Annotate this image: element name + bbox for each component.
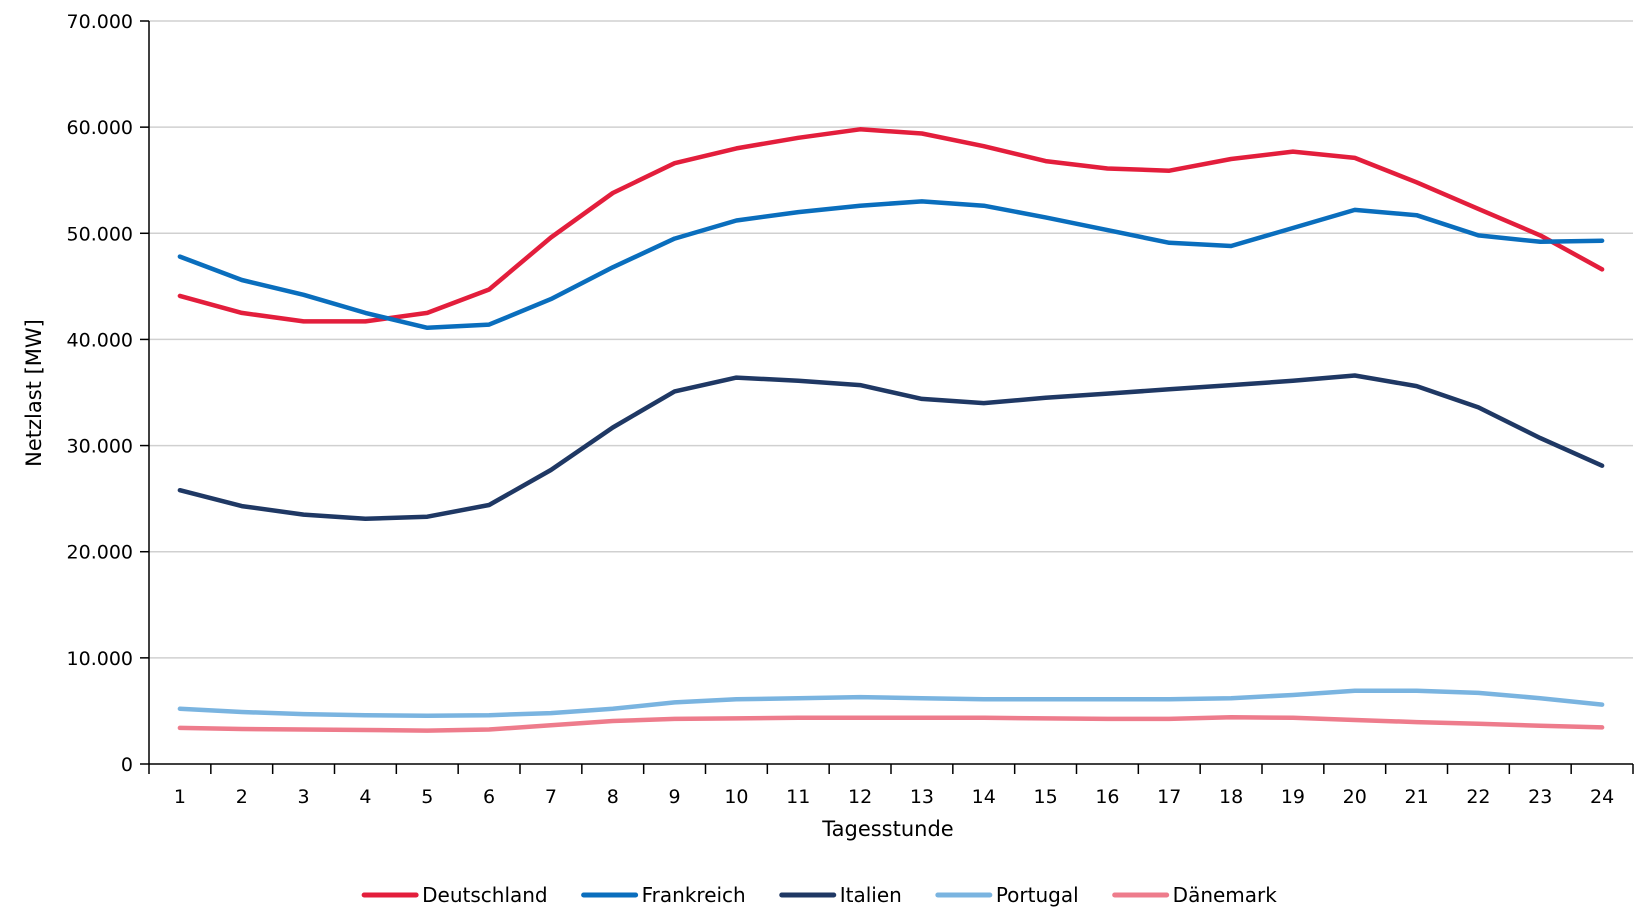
x-tick-label: 1 [174,786,186,808]
y-tick-label: 50.000 [67,223,133,245]
legend: Deutschland Frankreich Italien Portugal Däne… [361,883,1278,907]
y-tick-label: 20.000 [67,542,133,564]
x-tick-label: 16 [1095,786,1119,808]
axes [140,20,1634,774]
x-tick-label: 3 [298,786,310,808]
x-tick-label: 10 [724,786,748,808]
series-line-italien [177,373,1605,522]
series-line-dänemark [177,715,1605,733]
x-tick-label: 23 [1528,786,1552,808]
x-tick-label: 24 [1590,786,1614,808]
legend-label: Italien [840,883,902,907]
x-tick-label: 4 [359,786,371,808]
legend-label: Deutschland [422,883,548,907]
y-axis-title: Netzlast [MW] [22,319,46,467]
x-tick-label: 15 [1033,786,1057,808]
y-tick-label: 30.000 [67,436,133,458]
x-tick-label: 19 [1281,786,1305,808]
x-axis-title: Tagesstunde [821,817,953,841]
series-line-frankreich [177,199,1605,331]
y-tick-label: 70.000 [67,11,133,33]
legend-item: Frankreich [581,883,746,907]
legend-item: Portugal [935,883,1079,907]
gridlines [149,20,1633,659]
x-tick-label: 14 [972,786,996,808]
legend-label: Dänemark [1173,883,1278,907]
series-line-deutschland [177,127,1605,324]
series-lines [177,127,1605,733]
x-tick-label: 11 [786,786,810,808]
y-tick-label: 0 [121,754,133,776]
legend-label: Portugal [996,883,1079,907]
x-tick-label: 6 [483,786,495,808]
legend-item: Dänemark [1112,883,1278,907]
legend-item: Deutschland [361,883,548,907]
x-tick-label: 18 [1219,786,1243,808]
x-tick-label: 20 [1343,786,1367,808]
y-tick-label: 10.000 [67,648,133,670]
legend-item: Italien [779,883,902,907]
y-tick-labels: 0 10.000 20.000 30.000 40.000 50.000 60.000 70.… [67,11,133,776]
x-tick-label: 7 [545,786,557,808]
x-tick-label: 8 [607,786,619,808]
legend-label: Frankreich [642,883,746,907]
x-tick-label: 5 [421,786,433,808]
x-tick-label: 22 [1466,786,1490,808]
x-tick-label: 21 [1404,786,1428,808]
x-tick-label: 17 [1157,786,1181,808]
x-tick-label: 2 [236,786,248,808]
x-tick-labels: 1 2 3 4 5 6 7 8 9 10 11 12 13 14 15 16 17 18 19 20 21 22 23 24 [174,786,1614,808]
x-tick-label: 13 [910,786,934,808]
series-line-portugal [177,688,1605,718]
x-tick-label: 9 [669,786,681,808]
y-tick-label: 60.000 [67,117,133,139]
y-tick-label: 40.000 [67,329,133,351]
x-tick-label: 12 [848,786,872,808]
